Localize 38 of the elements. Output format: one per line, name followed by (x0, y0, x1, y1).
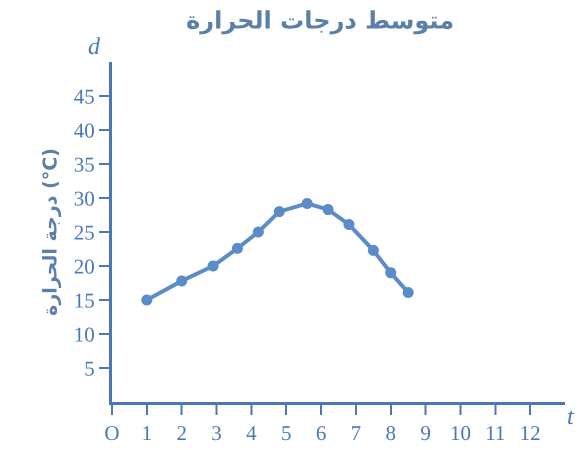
y-tick-label: 15 (74, 288, 95, 312)
point (208, 260, 219, 272)
x-tick-label: 4 (246, 421, 258, 446)
x-tick-label: 6 (316, 421, 326, 446)
point (368, 244, 379, 256)
y-tick-label: 30 (74, 186, 95, 210)
x-tick-label: 5 (280, 421, 292, 446)
point (402, 287, 414, 298)
x-tick-label: 7 (350, 421, 362, 446)
x-tick-label: O (104, 421, 120, 446)
y-tick-label: 40 (74, 118, 95, 142)
x-tick-label: 2 (176, 421, 187, 446)
point (385, 267, 396, 278)
y-axis-title: درجة الحرارة (°C) (40, 148, 62, 316)
point (252, 226, 264, 238)
text: d (88, 34, 101, 60)
x-axis-title: t (567, 404, 575, 430)
point (343, 219, 354, 230)
point (141, 294, 152, 306)
y-tick-label: 35 (74, 152, 95, 176)
x-tick-label: 3 (211, 421, 222, 446)
y-tick-label: 5 (84, 356, 95, 380)
point (274, 206, 285, 218)
x-tick-label: 1 (142, 421, 152, 446)
point (232, 242, 243, 254)
x-tick-label: 8 (386, 421, 396, 446)
y-tick-label: 45 (74, 84, 95, 108)
x-tick-label: 12 (520, 421, 541, 446)
x-tick-label: 10 (450, 421, 471, 446)
y-tick-label: 25 (74, 220, 95, 244)
point (322, 204, 334, 216)
point (302, 198, 313, 209)
x-tick-label: 9 (420, 421, 431, 446)
point (176, 275, 188, 286)
y-tick-label: 20 (74, 254, 95, 278)
chart-title: متوسط درجات الحرارة (186, 6, 454, 35)
y-tick-label: 10 (74, 322, 95, 346)
x-tick-label: 11 (485, 421, 506, 446)
